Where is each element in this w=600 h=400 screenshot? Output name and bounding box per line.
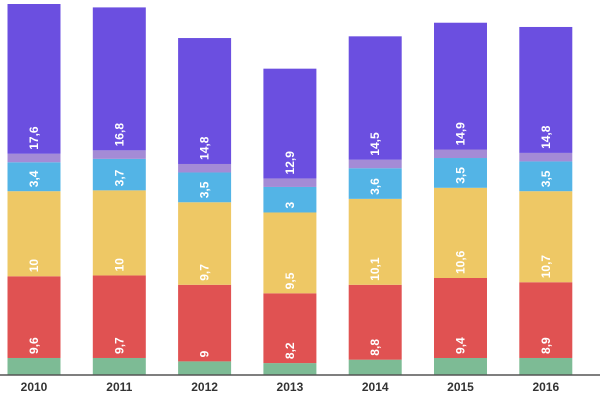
bar-segment-2013-s1: [263, 363, 317, 375]
x-tick-label-2010: 2010: [21, 380, 48, 394]
data-label-2016-s6: 14,8: [539, 125, 553, 149]
data-label-2013-s2: 8,2: [283, 342, 297, 359]
data-label-2010-s4: 3,4: [27, 170, 41, 187]
data-label-2014-s3: 10,1: [368, 257, 382, 281]
data-label-2014-s6: 14,5: [368, 132, 382, 156]
bar-segment-2016-s6: [519, 26, 573, 153]
bar-segment-2015-s1: [434, 357, 487, 375]
bar-segment-2011-s5: [92, 150, 146, 159]
x-tick-label-2015: 2015: [447, 380, 474, 394]
bar-segment-2012-s1: [178, 361, 232, 375]
data-label-2013-s6: 12,9: [283, 151, 297, 175]
bar-segment-2010-s2: [7, 276, 61, 358]
bar-segment-2015-s5: [434, 149, 487, 159]
data-label-2013-s3: 9,5: [283, 272, 297, 289]
data-label-2013-s4: 3: [283, 201, 297, 208]
bar-segment-2011-s2: [92, 275, 146, 358]
bar-segment-2014-s5: [348, 159, 402, 169]
bar-segment-2016-s2: [519, 282, 573, 358]
data-label-2016-s2: 8,9: [539, 337, 553, 354]
data-label-2014-s4: 3,6: [368, 178, 382, 195]
x-tick-label-2016: 2016: [532, 380, 559, 394]
bar-segment-2010-s3: [7, 191, 61, 277]
bar-segment-2013-s2: [263, 293, 317, 364]
data-labels-layer: 9,6 10 3,4 17,6 9,7 10 3,7 16,8 9 9,7 3,5 14,8 8,2 9,…: [27, 122, 553, 359]
bar-segment-2010-s4: [7, 162, 61, 192]
bar-segment-2013-s4: [263, 186, 317, 213]
data-label-2015-s6: 14,9: [454, 122, 468, 146]
bar-segment-2012-s6: [178, 38, 232, 164]
x-tick-labels: 2010 2011 2012 2013 2014 2015 2016: [21, 380, 560, 394]
bar-segment-2013-s3: [263, 212, 317, 294]
data-label-2010-s3: 10: [27, 259, 41, 273]
bar-segment-2014-s3: [348, 198, 402, 285]
bar-segment-2015-s3: [434, 187, 487, 278]
bars-layer: [7, 4, 573, 375]
bar-segment-2011-s3: [92, 190, 146, 276]
bar-segment-2015-s2: [434, 278, 487, 358]
x-tick-label-2011: 2011: [106, 380, 132, 394]
bar-segment-2012-s5: [178, 163, 232, 173]
bar-segment-2016-s5: [519, 152, 573, 162]
x-tick-label-2012: 2012: [191, 380, 218, 394]
bar-segment-2015-s6: [434, 22, 487, 150]
data-label-2016-s4: 3,5: [539, 170, 553, 187]
bar-segment-2011-s1: [92, 357, 146, 375]
bar-segment-2014-s1: [348, 359, 402, 375]
bar-segment-2014-s4: [348, 168, 402, 199]
bar-segment-2012-s3: [178, 202, 232, 285]
bar-segment-2016-s1: [519, 357, 573, 375]
data-label-2015-s3: 10,6: [454, 250, 468, 274]
data-label-2015-s2: 9,4: [454, 337, 468, 354]
data-label-2010-s2: 9,6: [27, 337, 41, 354]
data-label-2012-s2: 9: [198, 350, 212, 357]
x-tick-label-2013: 2013: [277, 380, 304, 394]
bar-segment-2016-s3: [519, 191, 573, 283]
bar-segment-2012-s2: [178, 284, 232, 362]
data-label-2011-s4: 3,7: [112, 169, 126, 186]
data-label-2011-s2: 9,7: [112, 337, 126, 354]
bar-segment-2013-s6: [263, 68, 317, 179]
bar-segment-2011-s6: [92, 7, 146, 151]
bar-segment-2014-s6: [348, 36, 402, 160]
bar-segment-2015-s4: [434, 158, 487, 188]
bar-segment-2014-s2: [348, 284, 402, 360]
bar-segment-2016-s4: [519, 161, 573, 192]
bar-segment-2010-s1: [7, 357, 61, 375]
bar-segment-2010-s6: [7, 4, 61, 154]
data-label-2016-s3: 10,7: [539, 255, 553, 279]
data-label-2012-s4: 3,5: [198, 181, 212, 198]
data-label-2011-s3: 10: [112, 258, 126, 272]
data-label-2012-s6: 14,8: [198, 136, 212, 160]
x-tick-label-2014: 2014: [362, 380, 389, 394]
data-label-2015-s4: 3,5: [454, 167, 468, 184]
data-label-2011-s6: 16,8: [112, 123, 126, 147]
data-label-2010-s6: 17,6: [27, 126, 41, 150]
bar-segment-2011-s4: [92, 158, 146, 191]
data-label-2014-s2: 8,8: [368, 339, 382, 356]
bar-segment-2012-s4: [178, 172, 232, 203]
bar-segment-2013-s5: [263, 178, 317, 187]
bar-segment-2010-s5: [7, 153, 61, 163]
data-label-2012-s3: 9,7: [198, 264, 212, 281]
